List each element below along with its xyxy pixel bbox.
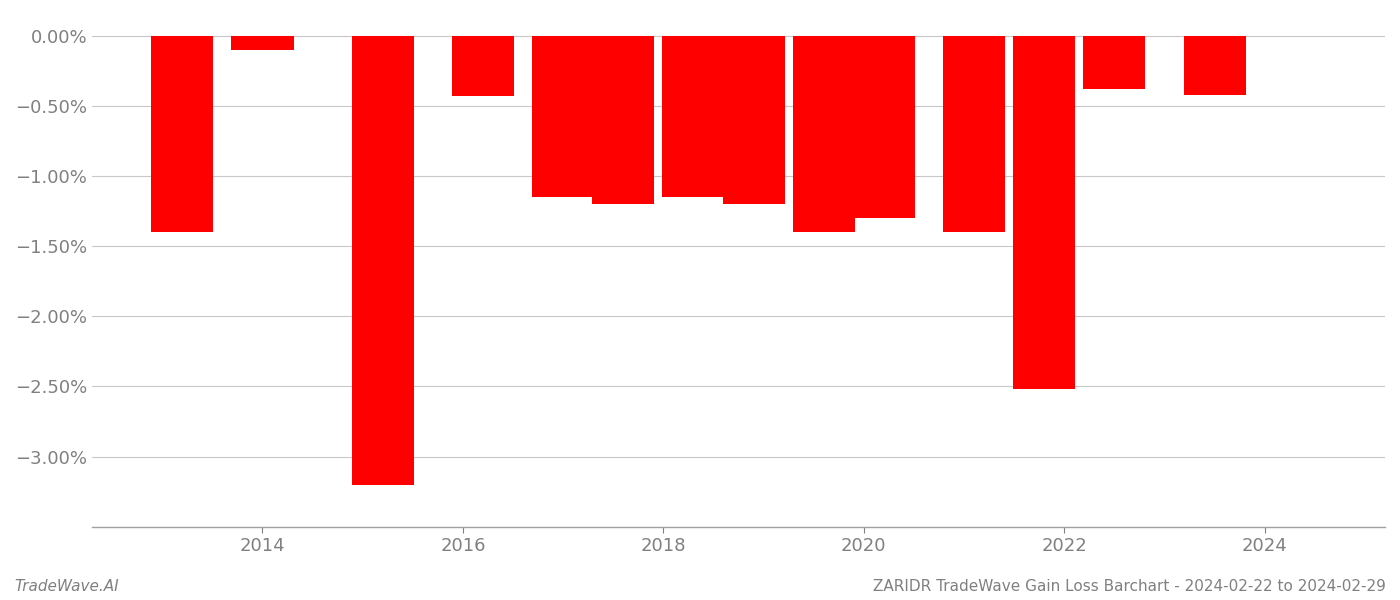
Text: TradeWave.AI: TradeWave.AI [14, 579, 119, 594]
Bar [792, 36, 855, 232]
Bar [1014, 36, 1075, 389]
Bar [532, 36, 594, 197]
Bar [151, 36, 213, 232]
Bar [452, 36, 514, 96]
Bar [853, 36, 916, 218]
Bar [662, 36, 725, 197]
Bar [351, 36, 414, 485]
Bar [1183, 36, 1246, 95]
Bar [722, 36, 784, 204]
Bar [944, 36, 1005, 232]
Text: ZARIDR TradeWave Gain Loss Barchart - 2024-02-22 to 2024-02-29: ZARIDR TradeWave Gain Loss Barchart - 20… [874, 579, 1386, 594]
Bar [592, 36, 654, 204]
Bar [231, 36, 294, 50]
Bar [1084, 36, 1145, 89]
